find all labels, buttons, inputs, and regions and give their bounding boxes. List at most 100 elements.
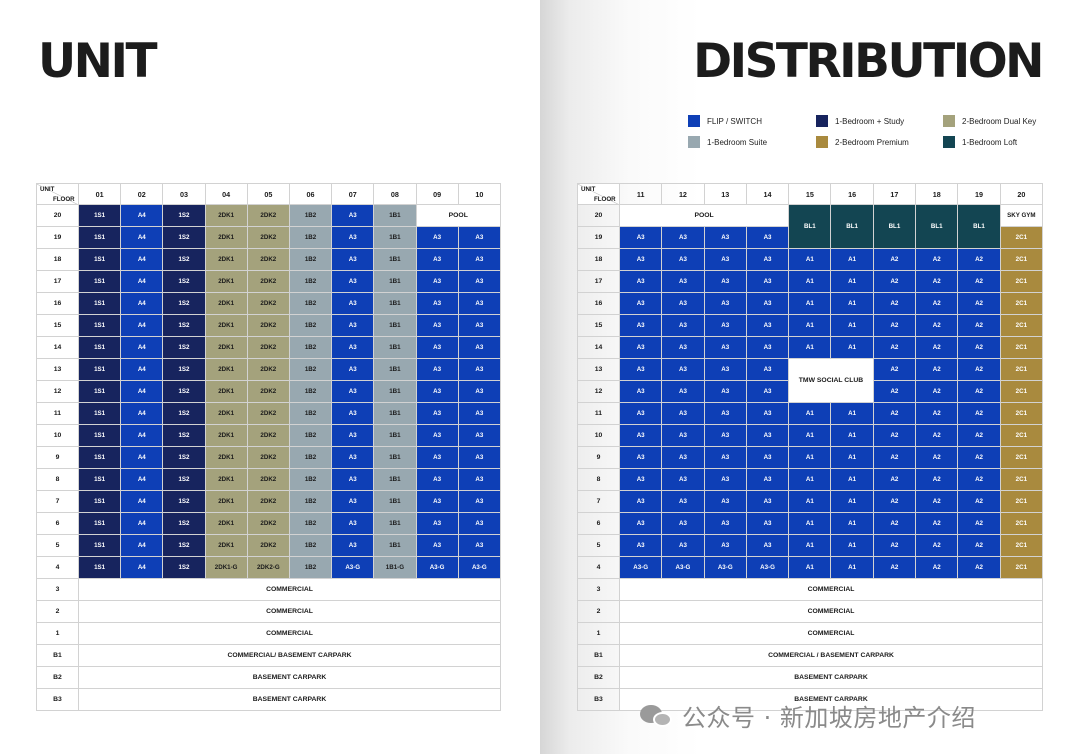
table-row: 12 1S1 A4 1S2 2DK1 2DK2 1B2 A3 1B1 A3 A3 bbox=[36, 380, 502, 403]
wechat-icon bbox=[640, 703, 674, 729]
floor-label: 20 bbox=[36, 204, 79, 227]
unit-cell: 1B1 bbox=[373, 512, 417, 535]
legend-swatch bbox=[816, 136, 828, 148]
unit-header: 20 bbox=[999, 183, 1044, 205]
unit-cell: A3 bbox=[618, 226, 663, 249]
unit-cell: 1S1 bbox=[77, 512, 122, 535]
floor-label: 8 bbox=[36, 468, 79, 491]
unit-cell: 1B1 bbox=[373, 204, 417, 227]
unit-cell: A3 bbox=[331, 270, 375, 293]
unit-cell: 1B2 bbox=[288, 490, 333, 513]
unit-cell: A1 bbox=[788, 556, 832, 579]
unit-cell: 2DK1 bbox=[204, 248, 248, 271]
unit-cell: A3 bbox=[745, 424, 790, 447]
unit-cell: A3 bbox=[415, 402, 459, 425]
unit-cell: A2 bbox=[915, 402, 959, 425]
legend-swatch bbox=[943, 115, 955, 127]
unit-cell: A3 bbox=[331, 292, 375, 315]
unit-cell: 2DK1 bbox=[204, 512, 248, 535]
unit-cell: A3 bbox=[745, 446, 790, 469]
unit-cell: A4 bbox=[120, 314, 164, 337]
facility-cell: POOL bbox=[618, 204, 790, 227]
unit-cell: 1B2 bbox=[288, 534, 333, 557]
corner-unit-label: UNIT bbox=[581, 186, 596, 193]
unit-cell: A2 bbox=[957, 556, 1001, 579]
unit-cell: 1S1 bbox=[77, 292, 122, 315]
unit-cell: A3 bbox=[618, 358, 663, 381]
unit-cell: A3 bbox=[703, 314, 747, 337]
table-row: B2 BASEMENT CARPARK bbox=[577, 666, 1043, 689]
unit-cell: A3 bbox=[331, 248, 375, 271]
table-row: 7 A3 A3 A3 A3 A1 A1 A2 A2 A2 2C1 bbox=[577, 490, 1044, 513]
unit-cell: A3 bbox=[457, 446, 502, 469]
floor-label: 7 bbox=[577, 490, 620, 513]
legend-item: FLIP / SWITCH bbox=[688, 115, 762, 127]
unit-cell: 1S2 bbox=[162, 402, 206, 425]
unit-cell: 1B2 bbox=[288, 248, 333, 271]
unit-cell: A4 bbox=[120, 490, 164, 513]
unit-cell: A3-G bbox=[745, 556, 790, 579]
unit-header: 15 bbox=[788, 183, 832, 205]
unit-cell: 1B2 bbox=[288, 512, 333, 535]
unit-cell: 2C1 bbox=[999, 556, 1044, 579]
floor-label: 17 bbox=[577, 270, 620, 293]
table-row: 9 A3 A3 A3 A3 A1 A1 A2 A2 A2 2C1 bbox=[577, 446, 1044, 469]
unit-cell: A3 bbox=[703, 490, 747, 513]
unit-cell: A1 bbox=[830, 248, 874, 271]
facility-cell: COMMERCIAL / BASEMENT CARPARK bbox=[619, 644, 1043, 667]
table-row: 20 1S1 A4 1S2 2DK1 2DK2 1B2 A3 1B1 POOL bbox=[36, 204, 501, 227]
unit-cell: A2 bbox=[872, 534, 917, 557]
facility-cell: COMMERCIAL bbox=[619, 600, 1043, 623]
unit-cell: 1B1 bbox=[373, 534, 417, 557]
unit-cell: A2 bbox=[872, 446, 917, 469]
unit-cell: 1S2 bbox=[162, 336, 206, 359]
unit-cell: 1B2 bbox=[288, 556, 333, 579]
unit-cell: A3 bbox=[703, 534, 747, 557]
unit-cell: 2C1 bbox=[999, 248, 1044, 271]
floor-label: 8 bbox=[577, 468, 620, 491]
unit-cell: A3 bbox=[415, 424, 459, 447]
unit-cell: 1S1 bbox=[77, 556, 122, 579]
unit-cell: A2 bbox=[915, 314, 959, 337]
floor-label: 3 bbox=[577, 578, 620, 601]
unit-title: UNIT bbox=[38, 34, 158, 89]
unit-cell: 1S2 bbox=[162, 490, 206, 513]
unit-cell: BL1 bbox=[788, 204, 832, 249]
table-row: 8 1S1 A4 1S2 2DK1 2DK2 1B2 A3 1B1 A3 A3 bbox=[36, 468, 502, 491]
table-row: 4 A3-G A3-G A3-G A3-G A1 A1 A2 A2 A2 2C1 bbox=[577, 556, 1044, 579]
unit-cell: 1S1 bbox=[77, 358, 122, 381]
unit-cell: A3 bbox=[703, 468, 747, 491]
unit-cell: A1 bbox=[830, 292, 874, 315]
facility-cell: COMMERCIAL bbox=[619, 578, 1043, 601]
unit-cell: A3 bbox=[415, 336, 459, 359]
unit-cell: A3 bbox=[618, 380, 663, 403]
floor-label: 14 bbox=[577, 336, 620, 359]
unit-cell: A4 bbox=[120, 248, 164, 271]
table-row: B2 BASEMENT CARPARK bbox=[36, 666, 501, 689]
unit-cell: A3 bbox=[661, 336, 705, 359]
floor-label: 16 bbox=[36, 292, 79, 315]
unit-cell: A1 bbox=[788, 248, 832, 271]
unit-cell: 1S1 bbox=[77, 490, 122, 513]
unit-cell: A2 bbox=[872, 314, 917, 337]
floor-label: 11 bbox=[577, 402, 620, 425]
unit-cell: 1B1 bbox=[373, 292, 417, 315]
unit-cell: 1S1 bbox=[77, 204, 122, 227]
unit-cell: A2 bbox=[872, 380, 917, 403]
unit-cell: A2 bbox=[872, 490, 917, 513]
unit-cell: A1 bbox=[788, 424, 832, 447]
unit-cell: 2C1 bbox=[999, 380, 1044, 403]
unit-cell: 2DK1 bbox=[204, 336, 248, 359]
unit-cell: A3 bbox=[415, 314, 459, 337]
unit-cell: A2 bbox=[915, 270, 959, 293]
unit-cell: A3 bbox=[745, 226, 790, 249]
unit-cell: A3 bbox=[457, 270, 502, 293]
unit-cell: 1S2 bbox=[162, 292, 206, 315]
unit-cell: A1 bbox=[788, 468, 832, 491]
unit-cell: A4 bbox=[120, 204, 164, 227]
floor-label: B1 bbox=[577, 644, 620, 667]
facility-cell: COMMERCIAL bbox=[78, 622, 501, 645]
unit-cell: 1S1 bbox=[77, 534, 122, 557]
unit-cell: A3 bbox=[745, 248, 790, 271]
unit-cell: A3 bbox=[415, 226, 459, 249]
